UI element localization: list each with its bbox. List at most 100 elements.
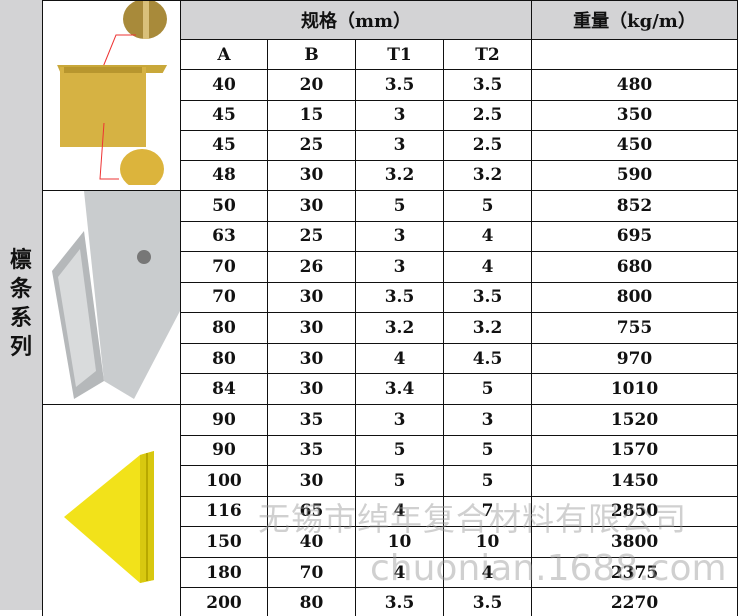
cell-t2: 2.5 <box>443 129 532 161</box>
cell-t1: 3.5 <box>355 69 444 101</box>
cell-t1: 3.2 <box>355 312 444 344</box>
cell-a: 180 <box>180 556 268 589</box>
cell-t1: 3 <box>355 251 444 283</box>
cell-weight: 1520 <box>531 404 738 436</box>
table-row: 90 35 3 3 1520 <box>42 404 738 616</box>
product-image-triangle-profile <box>42 404 181 616</box>
cell-a: 70 <box>180 251 268 283</box>
table-row: 200 80 3.5 3.5 2270 <box>43 587 738 616</box>
cell-b: 26 <box>267 251 356 283</box>
cell-weight: 852 <box>531 190 738 222</box>
cell-a: 48 <box>180 159 268 192</box>
cell-t2: 5 <box>443 190 532 222</box>
cell-t1: 3 <box>355 99 444 131</box>
cell-b: 25 <box>267 129 356 161</box>
cell-b: 65 <box>267 495 356 528</box>
cell-t2: 4 <box>443 556 532 589</box>
cell-b: 30 <box>267 465 356 497</box>
cell-t2: 3 <box>443 404 532 436</box>
cell-t1: 5 <box>355 434 444 467</box>
cell-a: 116 <box>180 495 268 528</box>
cell-weight: 590 <box>531 159 738 192</box>
triangle-profile-image <box>63 451 154 583</box>
cell-t2: 4.5 <box>443 342 532 375</box>
table-row: 45 25 3 2.5 450 <box>43 129 738 161</box>
cell-weight: 1570 <box>531 434 738 467</box>
cell-weight: 695 <box>531 220 738 253</box>
cell-b: 30 <box>267 312 356 344</box>
cell-weight: 3800 <box>531 526 738 558</box>
c-channel-image <box>51 191 180 399</box>
cell-t1: 3.5 <box>355 587 444 616</box>
box-profile-image <box>56 0 167 189</box>
cell-t2: 3.2 <box>443 159 532 192</box>
cell-b: 20 <box>267 69 356 101</box>
cell-a: 70 <box>180 281 268 314</box>
cell-t1: 3.4 <box>355 373 444 405</box>
cell-a: 50 <box>180 190 268 222</box>
cell-weight: 800 <box>531 281 738 314</box>
cell-b: 30 <box>267 159 356 192</box>
table-row: 180 70 4 4 2375 <box>43 556 738 589</box>
table-row: 70 30 3.5 3.5 800 <box>43 281 738 314</box>
cell-t1: 4 <box>355 556 444 589</box>
cell-a: 100 <box>180 465 268 497</box>
cell-weight: 2270 <box>531 587 738 616</box>
cell-b: 40 <box>267 526 356 558</box>
cell-t1: 3 <box>355 220 444 253</box>
cell-a: 80 <box>180 342 268 375</box>
col-header-t1: T1 <box>355 39 444 71</box>
cell-weight: 350 <box>531 99 738 131</box>
table-row: 48 30 3.2 3.2 590 <box>43 159 738 192</box>
cell-b: 15 <box>267 99 356 131</box>
cell-b: 80 <box>267 587 356 616</box>
cell-weight: 970 <box>531 342 738 375</box>
spec-table: 规格（mm） 重量（kg/m） A B T1 T2 40 20 3.5 3.5 480 4… <box>42 0 738 616</box>
table-row: 84 30 3.4 5 1010 <box>43 373 738 405</box>
cell-t2: 5 <box>443 373 532 405</box>
cell-t2: 4 <box>443 251 532 283</box>
cell-t1: 4 <box>355 342 444 375</box>
table-row: 45 15 3 2.5 350 <box>43 99 738 131</box>
cell-weight: 2850 <box>531 495 738 528</box>
table-row: 80 30 4 4.5 970 <box>43 342 738 375</box>
col-header-a: A <box>180 39 268 71</box>
weight-header: 重量（kg/m） <box>531 0 738 41</box>
spec-header: 规格（mm） <box>180 0 532 41</box>
table-row: 150 40 10 10 3800 <box>43 526 738 558</box>
cell-t2: 2.5 <box>443 99 532 131</box>
table-row: 40 20 3.5 3.5 480 <box>43 69 738 101</box>
cell-weight: 2375 <box>531 556 738 589</box>
cell-b: 25 <box>267 220 356 253</box>
col-header-weight-blank <box>531 39 738 71</box>
cell-a: 150 <box>180 526 268 558</box>
cell-t1: 3 <box>355 404 444 436</box>
cell-weight: 1010 <box>531 373 738 405</box>
cell-weight: 480 <box>531 69 738 101</box>
table-row: 70 26 3 4 680 <box>43 251 738 283</box>
cell-a: 84 <box>180 373 268 405</box>
cell-t2: 3.5 <box>443 587 532 616</box>
cell-a: 90 <box>180 404 268 436</box>
cell-t1: 10 <box>355 526 444 558</box>
cell-b: 35 <box>267 404 356 436</box>
cell-b: 30 <box>267 281 356 314</box>
cell-a: 200 <box>180 587 268 616</box>
cell-a: 40 <box>180 69 268 101</box>
subheader-row: A B T1 T2 <box>43 39 738 71</box>
cell-a: 90 <box>180 434 268 467</box>
cell-t1: 5 <box>355 465 444 497</box>
product-image-box-profile <box>42 0 181 191</box>
cell-t2: 3.5 <box>443 69 532 101</box>
cell-weight: 1450 <box>531 465 738 497</box>
cell-t1: 3.5 <box>355 281 444 314</box>
cell-t1: 3.2 <box>355 159 444 192</box>
cell-t2: 4 <box>443 220 532 253</box>
cell-t2: 3.2 <box>443 312 532 344</box>
series-label: 檩条系列 <box>9 247 32 360</box>
cell-weight: 450 <box>531 129 738 161</box>
cell-a: 45 <box>180 99 268 131</box>
cell-t1: 4 <box>355 495 444 528</box>
product-image-c-channel <box>42 190 181 405</box>
